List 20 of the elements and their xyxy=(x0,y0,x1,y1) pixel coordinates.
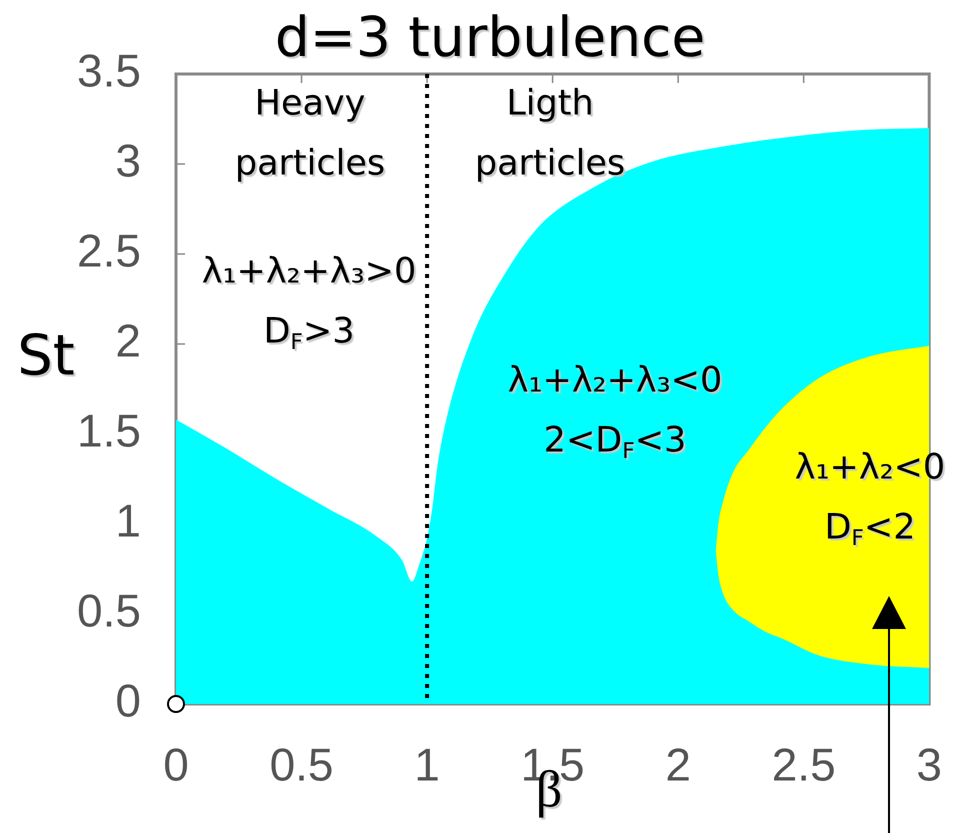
y-axis-title: St xyxy=(17,324,75,388)
x-tick-label: 2 xyxy=(665,738,691,790)
x-tick-label: 0 xyxy=(163,738,189,790)
y-tick-label: 2.5 xyxy=(77,224,141,277)
x-tick-label: 2.5 xyxy=(772,738,836,790)
x-tick-label: 1 xyxy=(414,738,440,790)
x-tick-label: 3 xyxy=(916,738,942,790)
y-tick-label: 3 xyxy=(115,134,141,187)
y-tick-label: 1.5 xyxy=(77,404,141,457)
annotation: λ₁+λ₂+λ₃<0 2<D$_{F}$<3 xyxy=(508,360,722,466)
y-tick-label: 0.5 xyxy=(77,584,141,637)
chart-title: d=3 turbulence xyxy=(274,5,706,69)
annotation: Heavy particles xyxy=(234,82,386,185)
y-tick-label: 3.5 xyxy=(77,44,141,97)
x-tick-label: 0.5 xyxy=(270,738,334,790)
y-tick-label: 2 xyxy=(115,314,141,367)
annotation: Ligth particles xyxy=(474,82,626,185)
y-tick-label: 0 xyxy=(115,674,141,727)
annotation: λ₁+λ₂+λ₃>0 D$_{F}$>3 xyxy=(202,250,416,356)
y-tick-label: 1 xyxy=(115,494,141,547)
